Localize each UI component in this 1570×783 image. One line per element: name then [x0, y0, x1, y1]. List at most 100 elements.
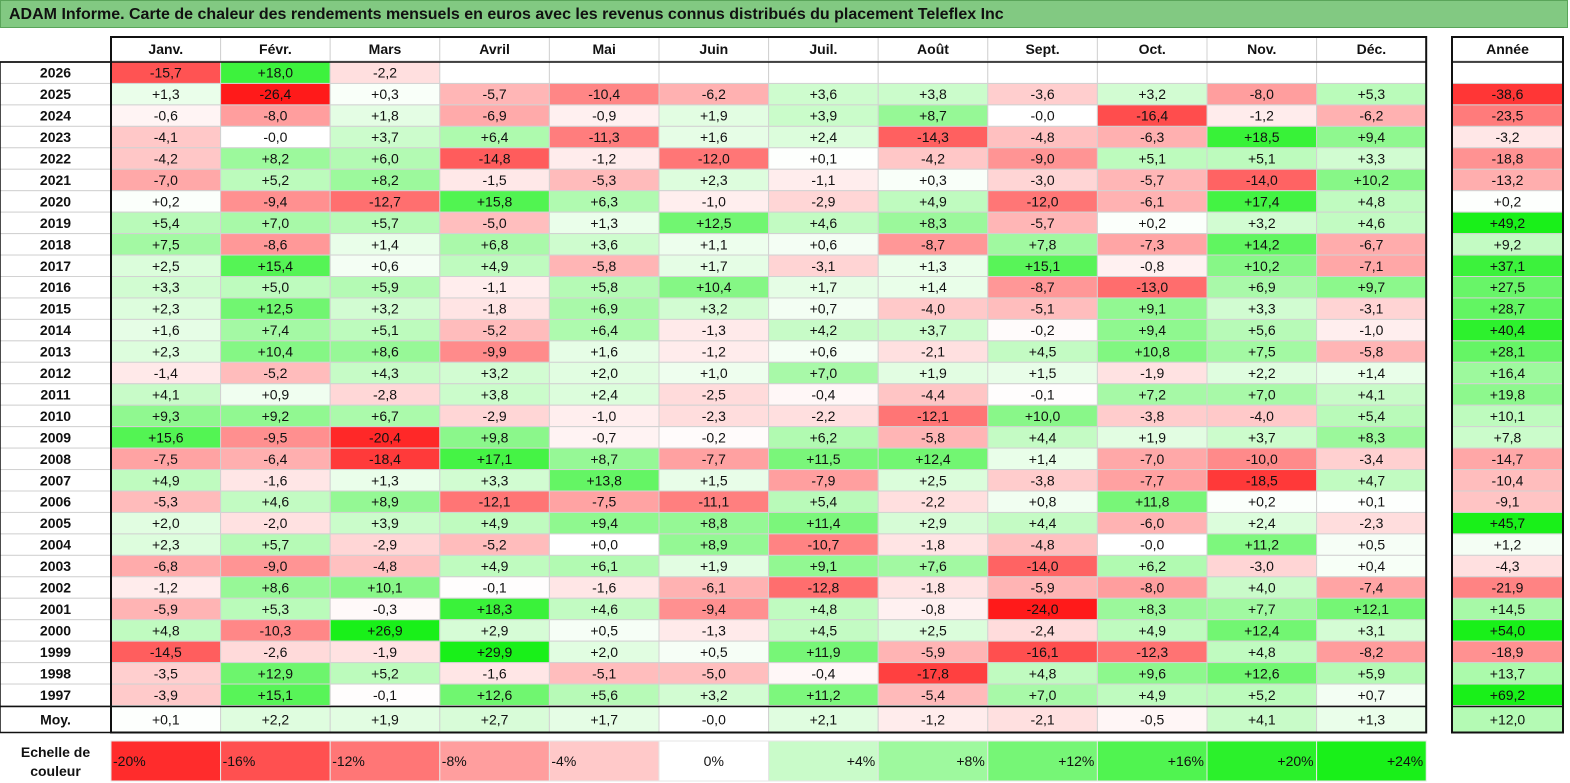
year-label: 1999 [40, 644, 71, 660]
heatmap-value: +4,6 [590, 601, 618, 617]
heatmap-value: +3,7 [919, 322, 947, 338]
heatmap-value: +8,6 [371, 344, 399, 360]
heatmap-value: +10,0 [1025, 408, 1061, 424]
scale-label: -4% [551, 753, 576, 769]
heatmap-value: +0,8 [1029, 494, 1057, 510]
month-header: Oct. [1139, 41, 1166, 57]
heatmap-value: -5,7 [1140, 172, 1164, 188]
average-value: +2,7 [481, 712, 509, 728]
heatmap-value: +4,9 [152, 472, 180, 488]
heatmap-value: -2,2 [811, 408, 835, 424]
heatmap-value: +3,3 [1248, 301, 1276, 317]
heatmap-value: +10,4 [258, 344, 294, 360]
heatmap-value: +4,8 [810, 601, 838, 617]
heatmap-value: -2,0 [263, 515, 287, 531]
heatmap-cell [768, 61, 879, 84]
heatmap-value: +7,0 [262, 215, 290, 231]
month-header: Juil. [809, 41, 837, 57]
year-label: 2018 [40, 236, 71, 252]
month-header-cell [877, 36, 989, 62]
heatmap-value: +18,0 [258, 65, 294, 81]
heatmap-cell [877, 61, 989, 84]
heatmap-value: -5,2 [483, 537, 507, 553]
heatmap-value: -10,0 [1246, 451, 1278, 467]
scale-label: +16% [1168, 753, 1204, 769]
heatmap-value: +2,0 [590, 365, 618, 381]
heatmap-value: +5,7 [262, 537, 290, 553]
heatmap-value: +1,5 [700, 472, 728, 488]
heatmap-value: -1,0 [592, 408, 616, 424]
heatmap-value: -0,0 [1031, 108, 1055, 124]
heatmap-value: +7,2 [1138, 386, 1166, 402]
heatmap-value: +4,1 [152, 386, 180, 402]
heatmap-value: +8,3 [1138, 601, 1166, 617]
heatmap-value: -5,4 [921, 687, 945, 703]
heatmap-value: +0,2 [1138, 215, 1166, 231]
year-label: 2021 [40, 172, 71, 188]
heatmap-value: -0,4 [811, 665, 835, 681]
heatmap-value: +3,8 [481, 386, 509, 402]
heatmap-value: -1,3 [702, 322, 726, 338]
heatmap-value: +1,3 [919, 258, 947, 274]
month-header-cell [768, 36, 879, 62]
heatmap-value: -0,8 [1140, 258, 1164, 274]
heatmap-value: +12,9 [258, 665, 294, 681]
scale-label: +8% [956, 753, 984, 769]
heatmap-value: +3,1 [1358, 622, 1386, 638]
heatmap-value: +8,9 [700, 537, 728, 553]
heatmap-value: +6,8 [481, 236, 509, 252]
heatmap-value: -5,7 [1031, 215, 1055, 231]
heatmap-value: +0,6 [371, 258, 399, 274]
heatmap-value: +15,4 [258, 258, 294, 274]
year-label: 2010 [40, 408, 71, 424]
annual-value: +45,7 [1490, 515, 1526, 531]
scale-label: +20% [1277, 753, 1313, 769]
heatmap-value: +4,9 [919, 193, 947, 209]
heatmap-value: +2,9 [919, 515, 947, 531]
heatmap-value: +4,2 [810, 322, 838, 338]
year-label: 2022 [40, 151, 71, 167]
heatmap-value: -8,2 [1359, 644, 1383, 660]
heatmap-value: +0,1 [810, 151, 838, 167]
heatmap-value: +0,6 [810, 236, 838, 252]
heatmap-value: +8,2 [371, 172, 399, 188]
heatmap-value: -6,0 [1140, 515, 1164, 531]
heatmap-value: +4,9 [1138, 622, 1166, 638]
year-label: 2011 [40, 386, 71, 402]
annual-value: -10,4 [1492, 472, 1524, 488]
heatmap-value: +1,3 [590, 215, 618, 231]
heatmap-value: +8,9 [371, 494, 399, 510]
heatmap-value: +4,5 [810, 622, 838, 638]
annual-value: -21,9 [1492, 580, 1524, 596]
year-label: 2025 [40, 86, 71, 102]
heatmap-value: +2,3 [152, 301, 180, 317]
heatmap-value: -3,8 [1031, 472, 1055, 488]
annual-value: +19,8 [1490, 386, 1526, 402]
heatmap-value: +5,6 [590, 687, 618, 703]
heatmap-value: -0,4 [811, 386, 835, 402]
heatmap-value: -0,3 [373, 601, 397, 617]
heatmap-value: +1,3 [152, 86, 180, 102]
heatmap-value: +1,0 [700, 365, 728, 381]
heatmap-value: +4,8 [1248, 644, 1276, 660]
heatmap-value: +6,9 [1248, 279, 1276, 295]
chart-title: ADAM Informe. Carte de chaleur des rende… [0, 0, 1568, 28]
year-label: 2019 [40, 215, 71, 231]
heatmap-value: -1,2 [1250, 108, 1274, 124]
heatmap-value: -4,8 [1031, 537, 1055, 553]
heatmap-value: +0,9 [262, 386, 290, 402]
heatmap-value: +4,7 [1358, 472, 1386, 488]
heatmap-value: -5,9 [154, 601, 178, 617]
heatmap-value: +4,9 [481, 258, 509, 274]
heatmap-value: +3,9 [810, 108, 838, 124]
heatmap-value: -17,8 [917, 665, 949, 681]
heatmap-value: -15,7 [150, 65, 182, 81]
heatmap-value: -7,0 [1140, 451, 1164, 467]
heatmap-value: -4,4 [921, 386, 945, 402]
annual-value: -3,2 [1495, 129, 1519, 145]
year-label: 2015 [40, 301, 71, 317]
heatmap-value: -8,7 [1031, 279, 1055, 295]
heatmap-value: -1,1 [483, 279, 507, 295]
heatmap-value: +7,5 [1248, 344, 1276, 360]
heatmap-value: +11,2 [1245, 537, 1280, 553]
